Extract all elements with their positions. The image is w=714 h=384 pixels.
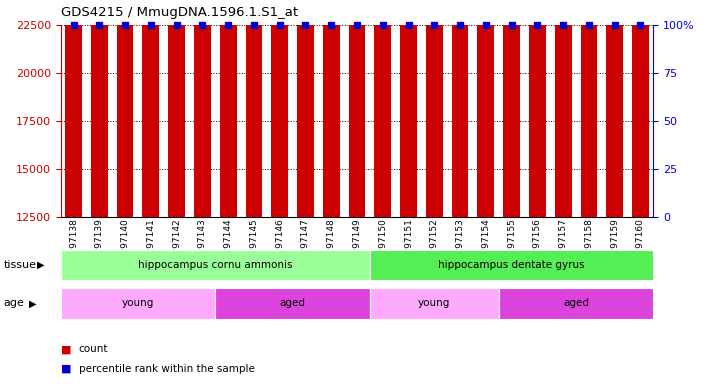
- Bar: [246, 0, 262, 217]
- Bar: [606, 0, 623, 217]
- Bar: [61, 250, 370, 280]
- Bar: [91, 0, 108, 217]
- Text: aged: aged: [563, 298, 589, 308]
- Bar: [400, 0, 417, 217]
- Bar: [65, 0, 82, 217]
- Bar: [323, 0, 340, 217]
- Text: ▶: ▶: [29, 298, 36, 308]
- Bar: [370, 250, 653, 280]
- Bar: [503, 0, 520, 217]
- Text: hippocampus dentate gyrus: hippocampus dentate gyrus: [438, 260, 585, 270]
- Text: ■: ■: [61, 344, 71, 354]
- Text: young: young: [122, 298, 154, 308]
- Bar: [116, 0, 134, 217]
- Bar: [61, 288, 216, 319]
- Bar: [220, 0, 236, 217]
- Text: GDS4215 / MmugDNA.1596.1.S1_at: GDS4215 / MmugDNA.1596.1.S1_at: [61, 6, 298, 19]
- Bar: [297, 0, 314, 217]
- Text: tissue: tissue: [4, 260, 36, 270]
- Text: hippocampus cornu ammonis: hippocampus cornu ammonis: [138, 260, 293, 270]
- Text: ■: ■: [61, 364, 71, 374]
- Bar: [478, 0, 494, 217]
- Bar: [426, 0, 443, 217]
- Bar: [370, 288, 498, 319]
- Text: ▶: ▶: [37, 260, 45, 270]
- Text: young: young: [418, 298, 451, 308]
- Bar: [374, 0, 391, 217]
- Text: percentile rank within the sample: percentile rank within the sample: [79, 364, 254, 374]
- Bar: [169, 0, 185, 217]
- Text: age: age: [4, 298, 24, 308]
- Bar: [580, 0, 598, 217]
- Bar: [529, 0, 545, 217]
- Bar: [216, 288, 370, 319]
- Bar: [555, 0, 571, 217]
- Bar: [143, 0, 159, 217]
- Bar: [271, 0, 288, 217]
- Text: aged: aged: [280, 298, 306, 308]
- Bar: [498, 288, 653, 319]
- Bar: [194, 0, 211, 217]
- Bar: [452, 0, 468, 217]
- Bar: [348, 0, 366, 217]
- Text: count: count: [79, 344, 108, 354]
- Bar: [632, 0, 649, 217]
